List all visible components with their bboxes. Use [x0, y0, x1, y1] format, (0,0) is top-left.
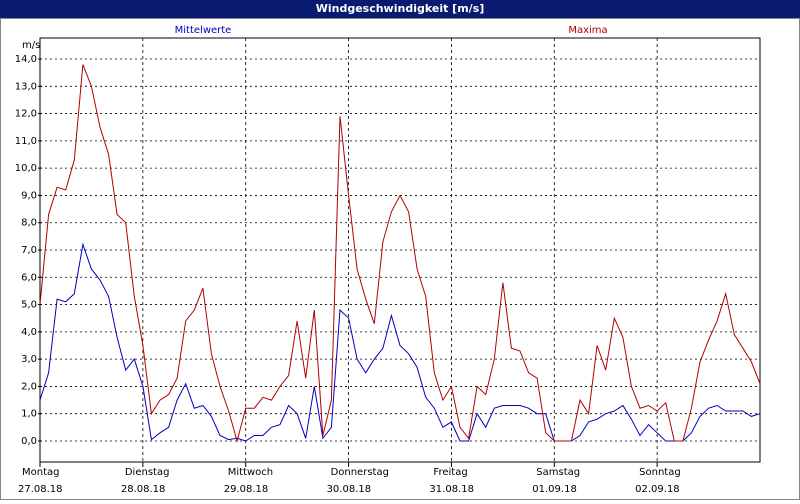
y-tick-label: 9,0	[21, 190, 37, 201]
legend-label: Mittelwerte	[175, 25, 232, 36]
chart-title: Windgeschwindigkeit [m/s]	[316, 2, 485, 15]
y-tick-label: 5,0	[21, 300, 37, 311]
x-tick-date: 28.08.18	[121, 484, 166, 495]
x-tick-label: Montag	[22, 467, 59, 478]
y-tick-label: 12,0	[15, 109, 37, 120]
y-tick-label: 3,0	[21, 354, 37, 365]
y-tick-label: 14,0	[15, 54, 37, 65]
y-tick-label: 11,0	[15, 136, 37, 147]
x-tick-label: Sonntag	[639, 467, 681, 478]
y-tick-label: 4,0	[21, 327, 37, 338]
y-tick-label: 0,0	[21, 436, 37, 447]
y-tick-label: 8,0	[21, 218, 37, 229]
series-line	[39, 64, 761, 443]
title-bar	[0, 0, 800, 18]
series-line	[39, 242, 761, 442]
y-unit: m/s	[22, 40, 40, 51]
x-tick-date: 02.09.18	[635, 484, 680, 495]
y-tick-label: 1,0	[21, 409, 37, 420]
legend-label: Maxima	[568, 25, 607, 36]
x-tick-label: Freitag	[433, 467, 467, 478]
x-tick-date: 27.08.18	[18, 484, 63, 495]
plot-frame	[39, 37, 761, 463]
x-tick-label: Mittwoch	[228, 467, 273, 478]
y-tick-label: 6,0	[21, 272, 37, 283]
x-tick-label: Samstag	[536, 467, 580, 478]
y-tick-label: 13,0	[15, 81, 37, 92]
x-tick-date: 29.08.18	[224, 484, 269, 495]
x-tick-label: Donnerstag	[331, 467, 389, 478]
y-tick-label: 2,0	[21, 381, 37, 392]
y-tick-label: 10,0	[15, 163, 37, 174]
x-tick-label: Dienstag	[125, 467, 170, 478]
y-tick-label: 7,0	[21, 245, 37, 256]
x-tick-date: 31.08.18	[429, 484, 474, 495]
x-tick-date: 30.08.18	[327, 484, 372, 495]
x-tick-date: 01.09.18	[532, 484, 577, 495]
